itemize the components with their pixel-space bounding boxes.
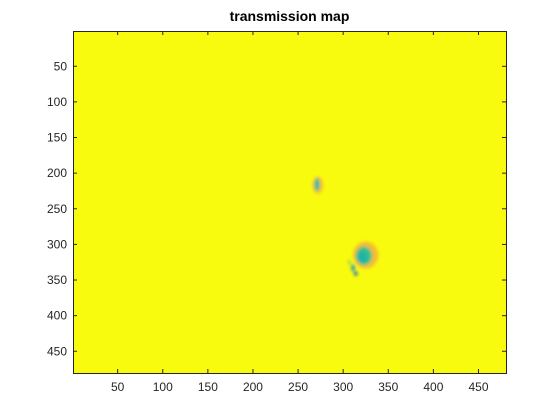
chart-title: transmission map: [229, 8, 350, 24]
y-tick-label: 300: [47, 237, 67, 251]
heatmap-feature: [351, 264, 355, 272]
x-tick-label: 450: [468, 380, 488, 394]
heatmap-background: [73, 31, 506, 373]
x-axis: 50 100 150 200 250 300 350 400 450: [111, 31, 489, 394]
x-tick-label: 100: [153, 380, 173, 394]
y-tick-label: 50: [54, 59, 68, 73]
heatmap-features: [312, 176, 379, 276]
y-axis: 50 100 150 200 250 300 350 400 450: [47, 59, 506, 358]
y-tick-label: 450: [47, 344, 67, 358]
y-tick-label: 250: [47, 202, 67, 216]
y-tick-label: 350: [47, 273, 67, 287]
x-tick-label: 200: [243, 380, 263, 394]
heatmap-feature: [357, 251, 367, 263]
y-tick-label: 100: [47, 95, 67, 109]
x-tick-label: 150: [198, 380, 218, 394]
x-tick-label: 300: [333, 380, 353, 394]
y-tick-label: 150: [47, 131, 67, 145]
x-tick-label: 50: [111, 380, 125, 394]
heatmap-feature: [348, 260, 351, 265]
x-tick-label: 350: [378, 380, 398, 394]
x-tick-label: 250: [288, 380, 308, 394]
axes-frame: [73, 31, 507, 374]
y-tick-label: 400: [47, 309, 67, 323]
x-tick-label: 400: [423, 380, 443, 394]
heatmap-feature: [314, 178, 320, 191]
y-tick-label: 200: [47, 166, 67, 180]
heatmap-feature: [353, 271, 358, 276]
